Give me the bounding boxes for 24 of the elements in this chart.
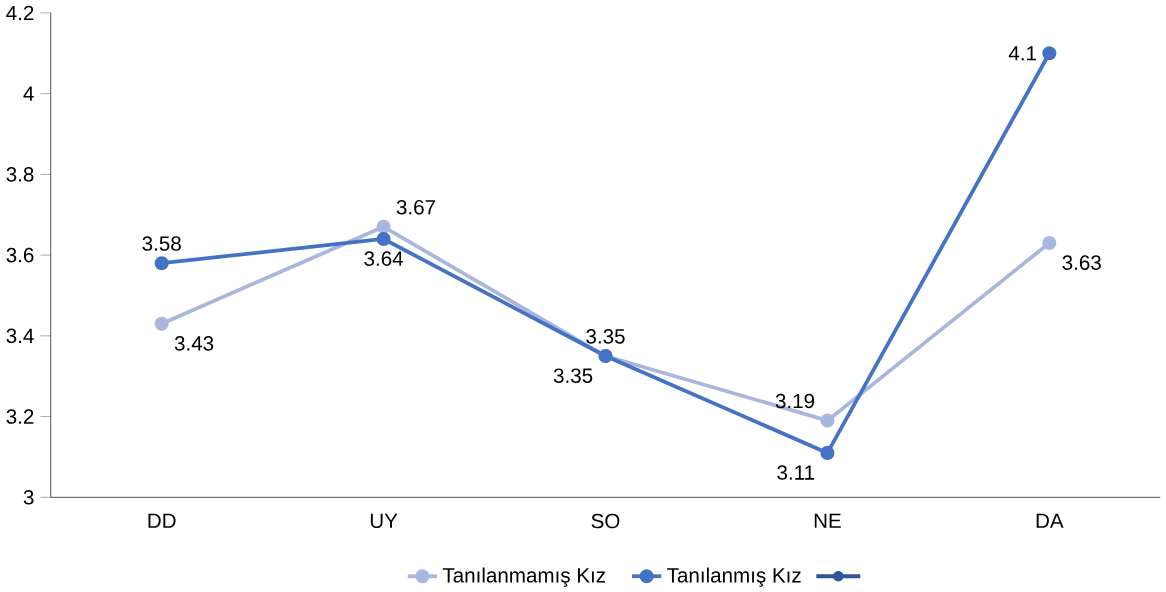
legend-label: Tanılanmış Kız — [667, 567, 801, 587]
y-tick-label: 3.4 — [6, 328, 34, 344]
data-label: 3.64 — [364, 251, 404, 266]
data-label: 3.63 — [1062, 255, 1101, 270]
y-tick-label: 3.2 — [6, 409, 34, 424]
legend-label: Tanılanmamış Kız — [442, 567, 606, 587]
data-label: 3.19 — [775, 393, 815, 409]
y-tick-label: 3.6 — [6, 247, 34, 263]
data-label: 4.1 — [1008, 46, 1036, 61]
data-label: 3.35 — [586, 329, 625, 344]
x-tick-label: DA — [1036, 513, 1064, 528]
x-tick-label: SO — [591, 513, 620, 529]
x-tick-label: DD — [148, 513, 176, 528]
data-label: 3.58 — [142, 236, 181, 251]
y-tick-label: 3.8 — [6, 167, 34, 182]
y-tick-label: 3 — [23, 490, 34, 505]
data-label: 3.35 — [553, 368, 593, 384]
y-tick-label: 4.2 — [6, 5, 34, 21]
data-label: 3.43 — [174, 336, 214, 351]
y-tick-label: 4 — [23, 86, 34, 101]
data-label: 3.11 — [777, 465, 815, 480]
x-tick-label: UY — [370, 513, 398, 529]
data-label: 3.67 — [396, 199, 436, 215]
x-tick-label: NE — [814, 513, 841, 528]
